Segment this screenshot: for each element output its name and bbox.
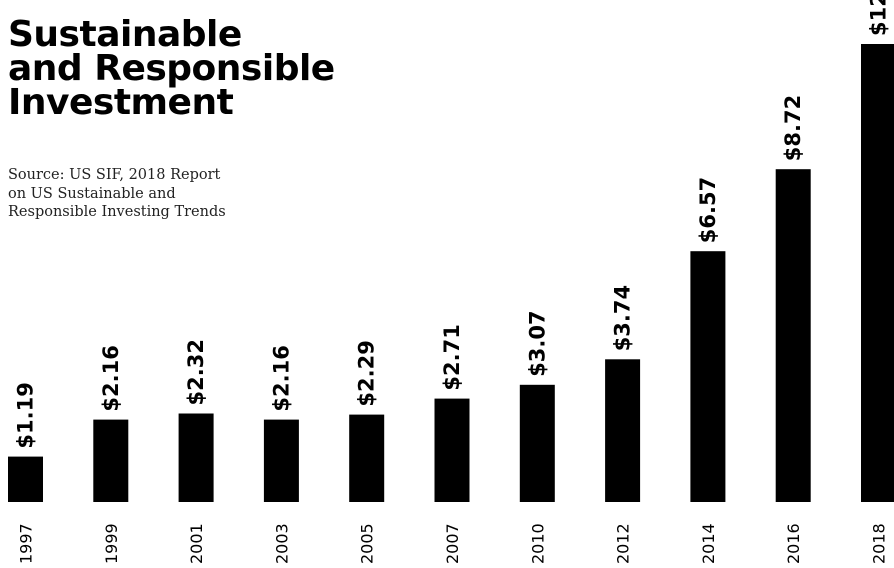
chart-title: Sustainable and Responsible Investment [8,14,335,123]
bar-1997 [8,456,43,502]
bar-2010 [519,384,555,502]
title-line-2: and Responsible [8,48,335,89]
value-label-1999: $2.16 [99,345,123,411]
value-label-1997: $1.19 [14,382,38,448]
title-line-3: Investment [8,82,234,123]
x-tick-label-1997: 1997 [17,523,36,564]
bar-2007 [434,398,470,502]
x-tick-label-2005: 2005 [358,523,377,564]
x-tick-label-2012: 2012 [614,523,633,564]
value-labels-group: $1.19 $2.16 $2.32 $2.16 $2.29 $2.71 $3.07 $3.74… [14,0,891,449]
value-label-2010: $3.07 [525,310,549,376]
value-label-2012: $3.74 [611,285,635,351]
source-line-2: on US Sustainable and [8,185,176,202]
x-tick-labels-group: 1997 1999 2001 2003 2005 2007 2010 2012 2014 2016… [17,523,889,564]
x-tick-label-1999: 1999 [102,523,121,564]
bar-1999 [93,419,129,502]
x-tick-label-2010: 2010 [528,523,547,564]
bar-2001 [178,413,214,502]
bar-2005 [349,414,385,502]
value-label-2005: $2.29 [355,340,379,406]
source-note: Source: US SIF, 2018 Report on US Sustai… [8,166,226,222]
value-label-2007: $2.71 [440,324,464,390]
bar-2003 [263,419,299,502]
bar-2012 [605,359,641,502]
bar-2018 [861,44,894,502]
value-label-2001: $2.32 [184,339,208,405]
title-line-1: Sustainable [8,14,242,55]
x-tick-label-2016: 2016 [784,523,803,564]
x-tick-label-2001: 2001 [187,523,206,564]
x-tick-label-2014: 2014 [699,523,718,564]
source-line-1: Source: US SIF, 2018 Report [8,167,221,183]
bar-2014 [690,251,726,502]
x-tick-label-2007: 2007 [443,523,462,564]
bars-group [8,44,894,502]
value-label-2018: $12 [867,0,891,36]
value-label-2014: $6.57 [696,177,720,243]
x-tick-label-2018: 2018 [870,523,889,564]
value-label-2016: $8.72 [781,95,805,161]
value-label-2003: $2.16 [269,345,293,411]
x-tick-label-2003: 2003 [272,523,291,564]
bar-2016 [775,169,811,502]
source-line-3: Responsible Investing Trends [8,204,226,220]
